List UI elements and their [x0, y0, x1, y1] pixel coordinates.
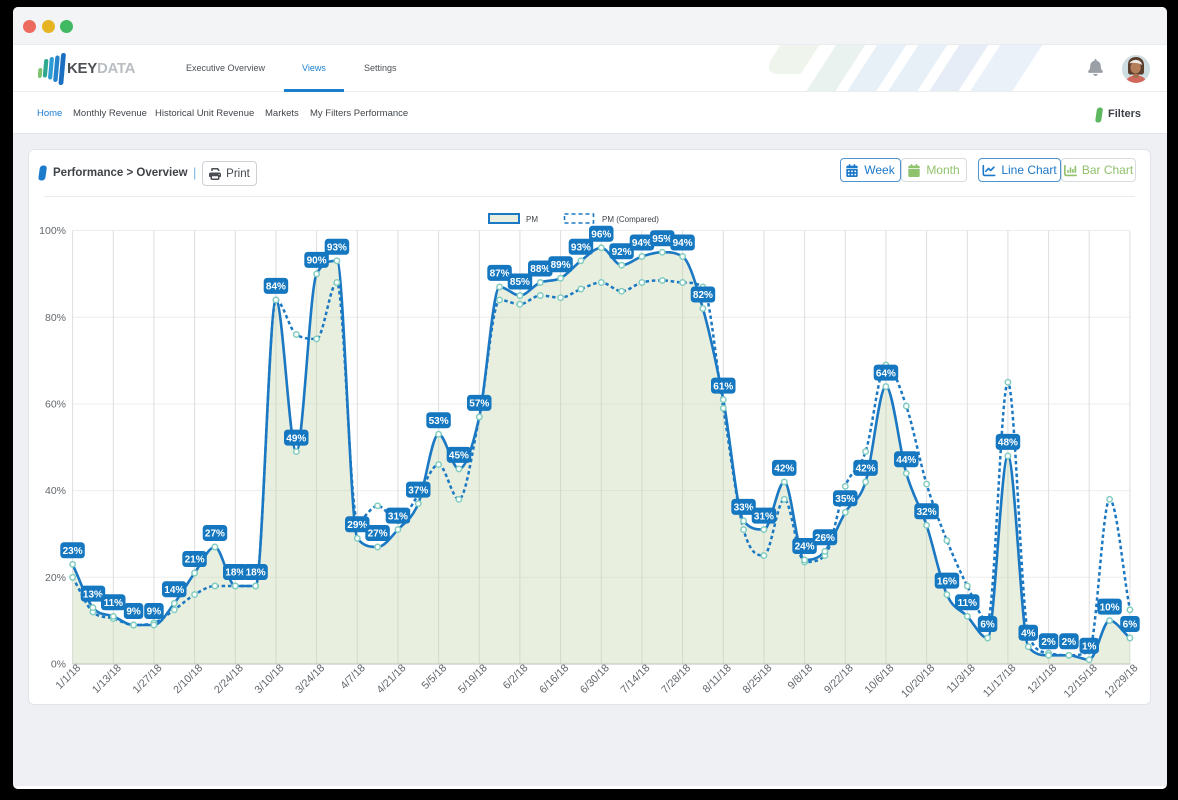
svg-text:2/10/18: 2/10/18	[171, 662, 205, 696]
svg-text:24%: 24%	[795, 542, 815, 553]
svg-text:89%: 89%	[551, 260, 571, 271]
svg-text:8/25/18: 8/25/18	[741, 662, 775, 696]
svg-text:9/8/18: 9/8/18	[786, 662, 816, 692]
svg-text:93%: 93%	[571, 243, 591, 254]
svg-text:1/13/18: 1/13/18	[90, 662, 124, 696]
svg-text:92%: 92%	[612, 247, 632, 258]
svg-text:5/5/18: 5/5/18	[420, 662, 450, 692]
svg-text:16%: 16%	[937, 576, 957, 587]
svg-text:9/22/18: 9/22/18	[822, 662, 856, 696]
svg-text:85%: 85%	[510, 277, 530, 288]
svg-text:5/19/18: 5/19/18	[456, 662, 490, 696]
svg-text:4/7/18: 4/7/18	[338, 662, 368, 692]
svg-text:4%: 4%	[1021, 628, 1036, 639]
svg-text:80%: 80%	[45, 312, 66, 324]
svg-text:32%: 32%	[917, 507, 937, 518]
svg-text:49%: 49%	[286, 433, 306, 444]
svg-text:61%: 61%	[713, 381, 733, 392]
svg-text:53%: 53%	[429, 416, 449, 427]
svg-text:7/28/18: 7/28/18	[659, 662, 693, 696]
svg-text:94%: 94%	[632, 238, 652, 249]
svg-text:13%: 13%	[83, 589, 103, 600]
svg-text:2%: 2%	[1062, 637, 1077, 648]
svg-text:42%: 42%	[774, 464, 794, 475]
svg-text:27%: 27%	[368, 529, 388, 540]
svg-text:44%: 44%	[896, 455, 916, 466]
svg-text:0%: 0%	[51, 659, 66, 671]
svg-text:100%: 100%	[39, 225, 66, 237]
svg-text:8/11/18: 8/11/18	[701, 662, 734, 695]
svg-text:10/6/18: 10/6/18	[863, 662, 897, 696]
svg-text:2/24/18: 2/24/18	[212, 662, 246, 696]
svg-text:10/20/18: 10/20/18	[899, 662, 937, 700]
svg-text:6%: 6%	[980, 620, 995, 631]
svg-text:90%: 90%	[307, 256, 327, 267]
svg-text:2%: 2%	[1041, 637, 1056, 648]
svg-text:6/30/18: 6/30/18	[578, 662, 612, 696]
svg-text:21%: 21%	[185, 555, 205, 566]
svg-text:96%: 96%	[591, 230, 611, 241]
svg-text:33%: 33%	[734, 503, 754, 514]
svg-text:31%: 31%	[388, 511, 408, 522]
svg-text:84%: 84%	[266, 282, 286, 293]
svg-text:37%: 37%	[408, 485, 428, 496]
svg-text:3/10/18: 3/10/18	[253, 662, 287, 696]
svg-text:87%: 87%	[490, 269, 510, 280]
svg-text:31%: 31%	[754, 511, 774, 522]
svg-text:18%: 18%	[246, 568, 266, 579]
svg-text:11%: 11%	[104, 598, 124, 609]
svg-text:12/29/18: 12/29/18	[1102, 662, 1140, 700]
svg-text:PM (Compared): PM (Compared)	[602, 215, 659, 224]
svg-text:20%: 20%	[45, 572, 66, 584]
svg-text:35%: 35%	[835, 494, 855, 505]
svg-text:57%: 57%	[469, 399, 489, 410]
svg-text:12/1/18: 12/1/18	[1025, 662, 1059, 696]
svg-text:9%: 9%	[147, 607, 162, 618]
svg-text:10%: 10%	[1100, 602, 1120, 613]
svg-text:4/21/18: 4/21/18	[375, 662, 409, 696]
svg-text:45%: 45%	[449, 451, 469, 462]
svg-text:42%: 42%	[856, 464, 876, 475]
svg-text:1%: 1%	[1082, 641, 1097, 652]
svg-text:7/14/18: 7/14/18	[619, 662, 653, 696]
svg-text:6/16/18: 6/16/18	[537, 662, 571, 696]
svg-text:11/17/18: 11/17/18	[981, 662, 1019, 700]
svg-text:23%: 23%	[63, 546, 83, 557]
svg-text:9%: 9%	[126, 607, 141, 618]
svg-text:PM: PM	[526, 215, 538, 224]
svg-text:6%: 6%	[1123, 620, 1138, 631]
svg-text:11%: 11%	[958, 598, 978, 609]
svg-text:40%: 40%	[45, 485, 66, 497]
svg-text:6/2/18: 6/2/18	[501, 662, 531, 692]
svg-text:60%: 60%	[45, 399, 66, 411]
svg-text:1/27/18: 1/27/18	[131, 662, 165, 696]
svg-text:95%: 95%	[652, 234, 672, 245]
svg-text:27%: 27%	[205, 529, 225, 540]
svg-text:12/15/18: 12/15/18	[1062, 662, 1100, 700]
svg-text:48%: 48%	[998, 438, 1018, 449]
svg-text:11/3/18: 11/3/18	[945, 662, 978, 695]
svg-text:94%: 94%	[673, 238, 693, 249]
svg-text:64%: 64%	[876, 368, 896, 379]
svg-text:3/24/18: 3/24/18	[293, 662, 327, 696]
svg-text:93%: 93%	[327, 243, 347, 254]
svg-text:82%: 82%	[693, 290, 713, 301]
svg-text:14%: 14%	[164, 585, 184, 596]
svg-text:26%: 26%	[815, 533, 835, 544]
svg-text:18%: 18%	[225, 568, 245, 579]
svg-text:29%: 29%	[347, 520, 367, 531]
svg-text:88%: 88%	[530, 264, 550, 275]
